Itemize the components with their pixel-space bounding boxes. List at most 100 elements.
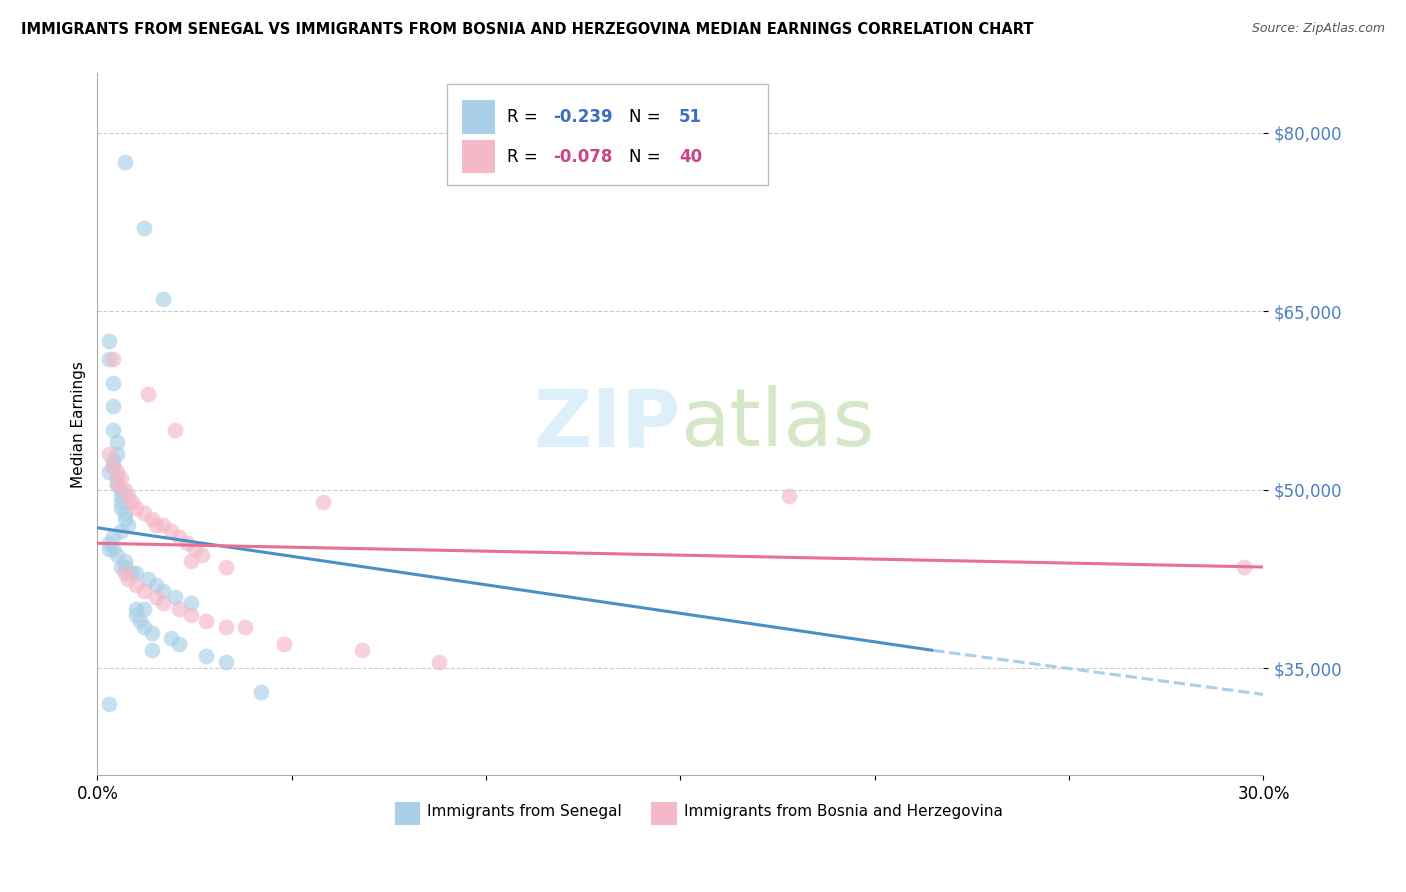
Point: [167, 637, 190, 651]
Point: [114, 507, 136, 521]
Point: [121, 566, 143, 580]
Text: ZIP: ZIP: [533, 385, 681, 463]
Point: [145, 590, 167, 604]
Point: [191, 548, 214, 562]
Point: [114, 483, 136, 497]
Point: [778, 489, 800, 503]
Point: [98, 465, 121, 479]
Y-axis label: Median Earnings: Median Earnings: [72, 360, 86, 488]
Point: [136, 572, 159, 586]
Point: [249, 685, 271, 699]
Point: [180, 607, 202, 622]
Point: [114, 554, 136, 568]
Point: [132, 220, 155, 235]
Point: [114, 155, 136, 169]
Text: Source: ZipAtlas.com: Source: ZipAtlas.com: [1251, 22, 1385, 36]
Point: [165, 590, 187, 604]
Point: [117, 518, 139, 533]
Point: [101, 453, 124, 467]
Point: [125, 566, 148, 580]
Point: [101, 530, 124, 544]
Point: [110, 494, 132, 508]
Point: [141, 625, 163, 640]
Point: [141, 643, 163, 657]
Text: R =: R =: [506, 108, 537, 127]
Point: [98, 351, 121, 366]
Point: [101, 458, 124, 473]
Point: [167, 530, 190, 544]
Point: [98, 447, 121, 461]
Point: [105, 548, 128, 562]
Text: 51: 51: [679, 108, 702, 127]
Point: [160, 524, 183, 539]
Point: [233, 619, 256, 633]
Point: [152, 292, 174, 306]
Point: [125, 607, 148, 622]
Point: [273, 637, 295, 651]
Point: [183, 542, 205, 557]
Text: R =: R =: [506, 147, 537, 166]
Text: Immigrants from Bosnia and Herzegovina: Immigrants from Bosnia and Herzegovina: [683, 805, 1002, 820]
Point: [167, 601, 190, 615]
Point: [101, 423, 124, 437]
Point: [114, 512, 136, 526]
Point: [145, 578, 167, 592]
Point: [429, 655, 451, 669]
FancyBboxPatch shape: [447, 84, 768, 186]
Point: [117, 572, 139, 586]
Point: [105, 471, 128, 485]
Point: [214, 619, 236, 633]
Point: [117, 489, 139, 503]
Point: [136, 387, 159, 401]
Point: [98, 536, 121, 550]
Point: [114, 560, 136, 574]
Point: [105, 476, 128, 491]
Point: [121, 494, 143, 508]
Point: [132, 583, 155, 598]
Point: [110, 471, 132, 485]
Point: [214, 560, 236, 574]
Text: Immigrants from Senegal: Immigrants from Senegal: [427, 805, 621, 820]
Point: [101, 542, 124, 557]
FancyBboxPatch shape: [395, 802, 420, 824]
Point: [125, 578, 148, 592]
Point: [98, 697, 121, 711]
Point: [214, 655, 236, 669]
FancyBboxPatch shape: [463, 101, 495, 134]
Point: [110, 560, 132, 574]
FancyBboxPatch shape: [651, 802, 676, 824]
Point: [132, 619, 155, 633]
Point: [125, 601, 148, 615]
Point: [152, 583, 174, 598]
Point: [180, 554, 202, 568]
Point: [125, 500, 148, 515]
Point: [110, 483, 132, 497]
Text: atlas: atlas: [681, 385, 875, 463]
Point: [105, 476, 128, 491]
Point: [141, 512, 163, 526]
Text: -0.239: -0.239: [554, 108, 613, 127]
Point: [129, 614, 152, 628]
FancyBboxPatch shape: [463, 140, 495, 173]
Point: [132, 507, 155, 521]
Point: [195, 614, 218, 628]
Point: [105, 435, 128, 450]
Point: [180, 596, 202, 610]
Point: [312, 494, 335, 508]
Point: [110, 500, 132, 515]
Point: [160, 632, 183, 646]
Point: [1233, 560, 1256, 574]
Point: [165, 423, 187, 437]
Point: [350, 643, 373, 657]
Point: [98, 334, 121, 348]
Point: [105, 465, 128, 479]
Text: N =: N =: [628, 108, 661, 127]
Point: [114, 566, 136, 580]
Text: N =: N =: [628, 147, 661, 166]
Point: [110, 489, 132, 503]
Point: [176, 536, 198, 550]
Point: [110, 524, 132, 539]
Text: 40: 40: [679, 147, 703, 166]
Point: [195, 649, 218, 664]
Point: [101, 376, 124, 390]
